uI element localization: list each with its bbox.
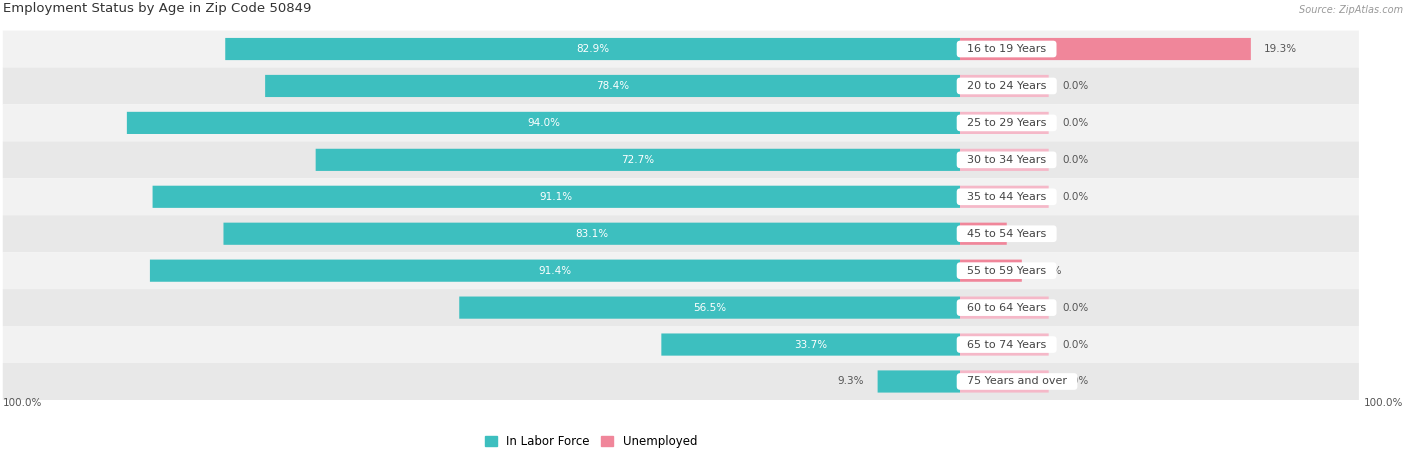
Text: 94.0%: 94.0%	[527, 118, 560, 128]
Text: 91.1%: 91.1%	[540, 192, 572, 202]
FancyBboxPatch shape	[960, 296, 1049, 319]
FancyBboxPatch shape	[153, 186, 960, 208]
Text: 16 to 19 Years: 16 to 19 Years	[960, 44, 1053, 54]
Text: 100.0%: 100.0%	[1364, 398, 1403, 408]
Text: 0.0%: 0.0%	[1062, 118, 1088, 128]
Text: 4.1%: 4.1%	[1035, 266, 1062, 276]
FancyBboxPatch shape	[960, 112, 1049, 134]
FancyBboxPatch shape	[960, 370, 1049, 392]
Text: 56.5%: 56.5%	[693, 303, 727, 313]
FancyBboxPatch shape	[960, 149, 1049, 171]
Text: 35 to 44 Years: 35 to 44 Years	[960, 192, 1053, 202]
Text: 65 to 74 Years: 65 to 74 Years	[960, 340, 1053, 350]
Text: 25 to 29 Years: 25 to 29 Years	[960, 118, 1053, 128]
FancyBboxPatch shape	[3, 215, 1360, 252]
Text: 0.0%: 0.0%	[1062, 192, 1088, 202]
Text: 19.3%: 19.3%	[1264, 44, 1298, 54]
FancyBboxPatch shape	[127, 112, 960, 134]
FancyBboxPatch shape	[316, 149, 960, 171]
Text: 0.0%: 0.0%	[1062, 155, 1088, 165]
Text: 75 Years and over: 75 Years and over	[960, 377, 1074, 387]
Text: 45 to 54 Years: 45 to 54 Years	[960, 229, 1053, 239]
FancyBboxPatch shape	[3, 68, 1360, 105]
Text: 91.4%: 91.4%	[538, 266, 572, 276]
Text: 60 to 64 Years: 60 to 64 Years	[960, 303, 1053, 313]
FancyBboxPatch shape	[3, 363, 1360, 400]
FancyBboxPatch shape	[960, 260, 1022, 282]
FancyBboxPatch shape	[877, 370, 960, 392]
Text: 100.0%: 100.0%	[3, 398, 42, 408]
FancyBboxPatch shape	[661, 333, 960, 356]
FancyBboxPatch shape	[224, 223, 960, 245]
FancyBboxPatch shape	[960, 38, 1251, 60]
FancyBboxPatch shape	[3, 326, 1360, 363]
FancyBboxPatch shape	[960, 75, 1049, 97]
Text: 82.9%: 82.9%	[576, 44, 609, 54]
Text: 0.0%: 0.0%	[1062, 377, 1088, 387]
FancyBboxPatch shape	[3, 141, 1360, 178]
Text: 0.0%: 0.0%	[1062, 81, 1088, 91]
Text: 9.3%: 9.3%	[838, 377, 865, 387]
FancyBboxPatch shape	[460, 296, 960, 319]
Text: 72.7%: 72.7%	[621, 155, 654, 165]
Text: 55 to 59 Years: 55 to 59 Years	[960, 266, 1053, 276]
FancyBboxPatch shape	[3, 178, 1360, 215]
Text: 83.1%: 83.1%	[575, 229, 609, 239]
Text: 3.1%: 3.1%	[1019, 229, 1046, 239]
FancyBboxPatch shape	[225, 38, 960, 60]
Text: 78.4%: 78.4%	[596, 81, 628, 91]
FancyBboxPatch shape	[960, 333, 1049, 356]
FancyBboxPatch shape	[266, 75, 960, 97]
Text: 20 to 24 Years: 20 to 24 Years	[960, 81, 1053, 91]
Text: 0.0%: 0.0%	[1062, 303, 1088, 313]
Text: 0.0%: 0.0%	[1062, 340, 1088, 350]
FancyBboxPatch shape	[3, 289, 1360, 326]
FancyBboxPatch shape	[3, 31, 1360, 68]
FancyBboxPatch shape	[960, 223, 1007, 245]
FancyBboxPatch shape	[960, 186, 1049, 208]
Text: 33.7%: 33.7%	[794, 340, 827, 350]
Text: Source: ZipAtlas.com: Source: ZipAtlas.com	[1299, 5, 1403, 15]
FancyBboxPatch shape	[3, 105, 1360, 141]
Legend: In Labor Force, Unemployed: In Labor Force, Unemployed	[479, 431, 702, 451]
Text: 30 to 34 Years: 30 to 34 Years	[960, 155, 1053, 165]
FancyBboxPatch shape	[3, 252, 1360, 289]
Text: Employment Status by Age in Zip Code 50849: Employment Status by Age in Zip Code 508…	[3, 2, 311, 15]
FancyBboxPatch shape	[150, 260, 960, 282]
